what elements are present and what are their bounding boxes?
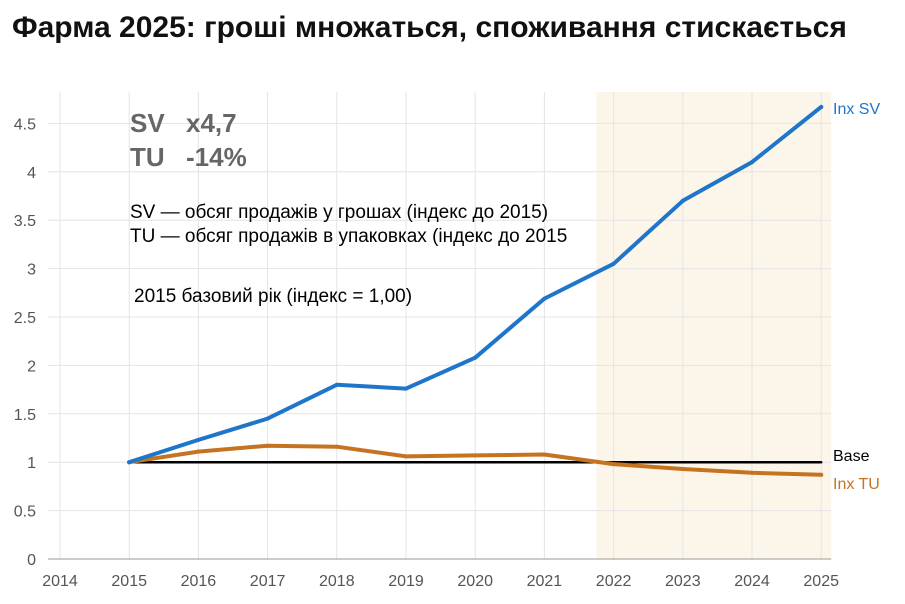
chart-title: Фарма 2025: гроші множаться, споживання … [12,11,847,44]
y-tick-label: 2 [27,358,36,375]
x-tick-label: 2024 [734,573,770,590]
data-point-sv [611,261,616,266]
data-point-tu [680,466,685,471]
y-tick-label: 0 [27,552,36,569]
data-point-sv [680,198,685,203]
x-tick-label: 2016 [181,573,217,590]
forecast-band [596,92,832,559]
y-tick-label: 3.5 [14,213,36,230]
x-tick-label: 2015 [111,573,147,590]
base-year-note: 2015 базовий рік (індекс = 1,00) [134,286,412,307]
data-point-tu [334,444,339,449]
data-point-sv [473,355,478,360]
y-tick-label: 1 [27,455,36,472]
y-tick-label: 2.5 [14,310,36,327]
x-tick-label: 2019 [388,573,424,590]
y-tick-label: 0.5 [14,504,36,521]
stat-label: TU [130,142,165,172]
stat-value: x4,7 [186,108,237,138]
data-point-tu [819,472,824,477]
legend-note: TU — обсяг продажів в упаковках (індекс … [130,226,567,247]
data-point-tu [196,449,201,454]
series-label-sv: Inx SV [833,101,880,118]
data-point-sv [819,104,824,109]
x-tick-label: 2022 [596,573,632,590]
x-tick-label: 2021 [527,573,563,590]
x-tick-label: 2025 [803,573,839,590]
data-point-sv [750,160,754,165]
data-point-sv [196,437,201,442]
data-point-sv [265,416,270,421]
y-tick-label: 4 [27,165,36,182]
stat-value: -14% [186,142,247,172]
stat-label: SV [130,108,165,138]
x-tick-label: 2014 [42,573,78,590]
series-label-base: Base [833,448,870,465]
x-tick-label: 2017 [250,573,286,590]
data-point-tu [265,443,270,448]
data-point-tu [542,452,547,457]
x-tick-label: 2023 [665,573,701,590]
data-point-sv [542,296,547,301]
legend-note: SV — обсяг продажів у грошах (індекс до … [130,202,548,223]
data-point-tu [473,453,478,458]
y-tick-label: 3 [27,262,36,279]
x-tick-label: 2018 [319,573,355,590]
x-tick-label: 2020 [457,573,493,590]
data-point-sv [334,382,339,387]
data-point-sv [127,460,132,465]
y-tick-label: 1.5 [14,407,36,424]
y-tick-label: 4.5 [14,116,36,133]
data-point-tu [750,470,754,475]
data-point-sv [404,386,408,391]
data-point-tu [611,462,616,467]
data-point-tu [404,454,408,459]
series-label-tu: Inx TU [833,476,880,493]
